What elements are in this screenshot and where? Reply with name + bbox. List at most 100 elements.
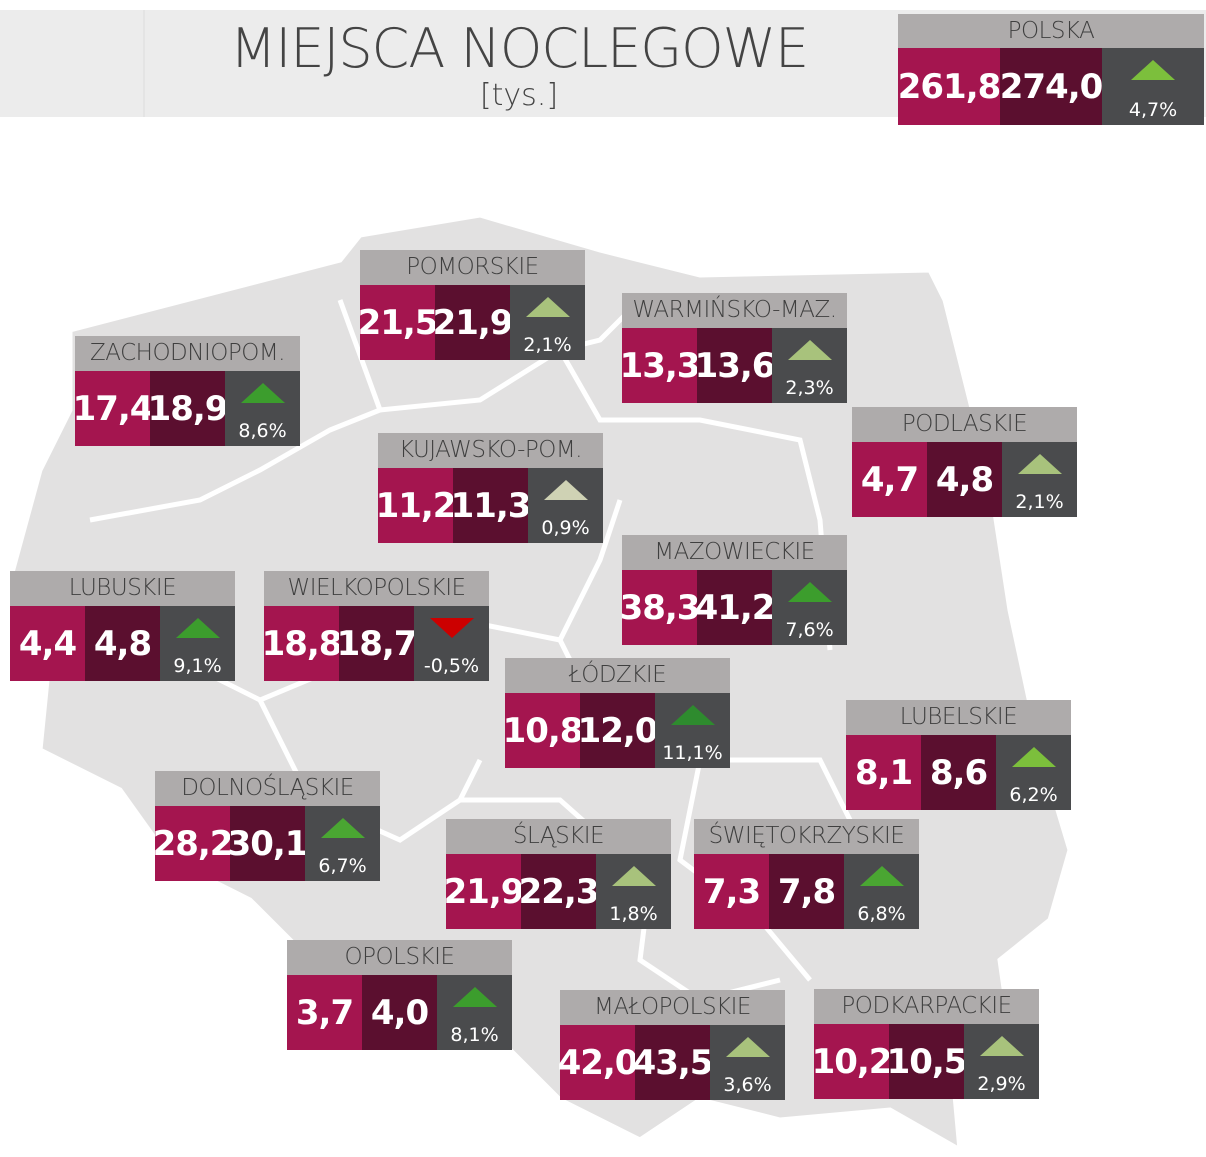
arrow-shape bbox=[525, 297, 570, 317]
region-box: KUJAWSKO-POM. 11,2 11,3 0,9% bbox=[376, 433, 603, 543]
change-cell: 2,9% bbox=[964, 1024, 1039, 1099]
value: 7,8 bbox=[769, 854, 844, 929]
trend-arrow bbox=[320, 818, 365, 838]
change-label: 1,8% bbox=[609, 903, 658, 925]
change-cell: 8,6% bbox=[225, 371, 300, 446]
value: 30,1 bbox=[228, 806, 308, 881]
change-label: 6,2% bbox=[1009, 784, 1058, 806]
arrow-shape bbox=[452, 987, 497, 1007]
value: 8,6 bbox=[921, 735, 996, 810]
arrow-shape bbox=[429, 618, 474, 638]
change-cell: 6,2% bbox=[996, 735, 1071, 810]
change-cell: 1,8% bbox=[596, 854, 671, 929]
subtitle: [tys.] bbox=[479, 78, 559, 113]
value: 4,0 bbox=[362, 975, 437, 1050]
change-cell: 4,7% bbox=[1102, 48, 1204, 125]
region-name: ŚWIĘTOKRZYSKIE bbox=[694, 819, 919, 854]
region-box: ŚWIĘTOKRZYSKIE 7,3 7,8 6,8% bbox=[694, 819, 919, 929]
change-label: 2,3% bbox=[785, 377, 834, 399]
region-box: ŁÓDZKIE 10,8 12,0 11,1% bbox=[503, 658, 730, 768]
change-cell: 2,3% bbox=[772, 328, 847, 403]
region-box: ŚLĄSKIE 21,9 22,3 1,8% bbox=[444, 819, 671, 929]
value: 17,4 bbox=[73, 371, 153, 446]
arrow-shape bbox=[979, 1036, 1024, 1056]
change-label: 2,9% bbox=[977, 1073, 1026, 1095]
value: 3,7 bbox=[287, 975, 362, 1050]
region-box: MAZOWIECKIE 38,3 41,2 7,6% bbox=[620, 535, 847, 645]
trend-arrow bbox=[859, 866, 904, 886]
value: 7,3 bbox=[694, 854, 769, 929]
arrow-shape bbox=[543, 480, 588, 500]
trend-arrow bbox=[670, 705, 715, 725]
arrow-shape bbox=[725, 1037, 770, 1057]
value: 43,5 bbox=[633, 1025, 713, 1100]
change-cell: 11,1% bbox=[655, 693, 730, 768]
change-label: 8,1% bbox=[450, 1024, 499, 1046]
region-name: WARMIŃSKO-MAZ. bbox=[622, 293, 847, 328]
trend-arrow bbox=[611, 866, 656, 886]
trend-arrow bbox=[787, 582, 832, 602]
trend-arrow bbox=[1011, 747, 1056, 767]
region-name: ŚLĄSKIE bbox=[446, 819, 671, 854]
change-cell: 2,1% bbox=[1002, 442, 1077, 517]
arrow-shape bbox=[240, 383, 285, 403]
value: 38,3 bbox=[620, 570, 700, 645]
change-label: 6,8% bbox=[857, 903, 906, 925]
change-label: 6,7% bbox=[318, 855, 367, 877]
region-box: POLSKA 261,8 274,0 4,7% bbox=[898, 14, 1204, 125]
change-cell: 9,1% bbox=[160, 606, 235, 681]
value: 10,8 bbox=[503, 693, 583, 768]
value: 21,9 bbox=[433, 285, 513, 360]
trend-arrow bbox=[525, 297, 570, 317]
value: 18,9 bbox=[148, 371, 228, 446]
value: 261,8 bbox=[898, 48, 1001, 125]
arrow-shape bbox=[1011, 747, 1056, 767]
value: 21,9 bbox=[444, 854, 524, 929]
region-name: LUBUSKIE bbox=[10, 571, 235, 606]
region-box: WIELKOPOLSKIE 18,8 18,7 -0,5% bbox=[262, 571, 489, 681]
region-name: WIELKOPOLSKIE bbox=[264, 571, 489, 606]
region-name: OPOLSKIE bbox=[287, 940, 512, 975]
arrow-shape bbox=[670, 705, 715, 725]
region-name: KUJAWSKO-POM. bbox=[378, 433, 603, 468]
arrow-shape bbox=[787, 340, 832, 360]
change-label: 4,7% bbox=[1128, 99, 1178, 121]
change-cell: 8,1% bbox=[437, 975, 512, 1050]
trend-arrow bbox=[1131, 60, 1175, 80]
change-cell: 3,6% bbox=[710, 1025, 785, 1100]
change-cell: 6,8% bbox=[844, 854, 919, 929]
value: 12,0 bbox=[578, 693, 658, 768]
value: 41,2 bbox=[695, 570, 775, 645]
region-name: LUBELSKIE bbox=[846, 700, 1071, 735]
region-box: MAŁOPOLSKIE 42,0 43,5 3,6% bbox=[558, 990, 785, 1100]
change-label: 11,1% bbox=[662, 742, 723, 764]
region-name: MAŁOPOLSKIE bbox=[560, 990, 785, 1025]
arrow-shape bbox=[611, 866, 656, 886]
value: 11,3 bbox=[451, 468, 531, 543]
value: 10,5 bbox=[887, 1024, 967, 1099]
trend-arrow bbox=[725, 1037, 770, 1057]
trend-arrow bbox=[429, 618, 474, 638]
change-cell: 2,1% bbox=[510, 285, 585, 360]
change-cell: -0,5% bbox=[414, 606, 489, 681]
value: 4,8 bbox=[85, 606, 160, 681]
region-box: LUBUSKIE 4,4 4,8 9,1% bbox=[10, 571, 235, 681]
region-name: POLSKA bbox=[898, 14, 1204, 48]
region-box: PODKARPACKIE 10,2 10,5 2,9% bbox=[812, 989, 1039, 1099]
region-name: ZACHODNIOPOM. bbox=[75, 336, 300, 371]
change-label: 2,1% bbox=[523, 334, 572, 356]
value: 42,0 bbox=[558, 1025, 638, 1100]
value: 11,2 bbox=[376, 468, 456, 543]
trend-arrow bbox=[979, 1036, 1024, 1056]
change-label: 7,6% bbox=[785, 619, 834, 641]
trend-arrow bbox=[240, 383, 285, 403]
region-box: PODLASKIE 4,7 4,8 2,1% bbox=[852, 407, 1077, 517]
region-box: LUBELSKIE 8,1 8,6 6,2% bbox=[846, 700, 1071, 810]
arrow-shape bbox=[859, 866, 904, 886]
trend-arrow bbox=[452, 987, 497, 1007]
trend-arrow bbox=[543, 480, 588, 500]
region-box: WARMIŃSKO-MAZ. 13,3 13,6 2,3% bbox=[620, 293, 847, 403]
region-box: OPOLSKIE 3,7 4,0 8,1% bbox=[287, 940, 512, 1050]
value: 21,5 bbox=[358, 285, 438, 360]
